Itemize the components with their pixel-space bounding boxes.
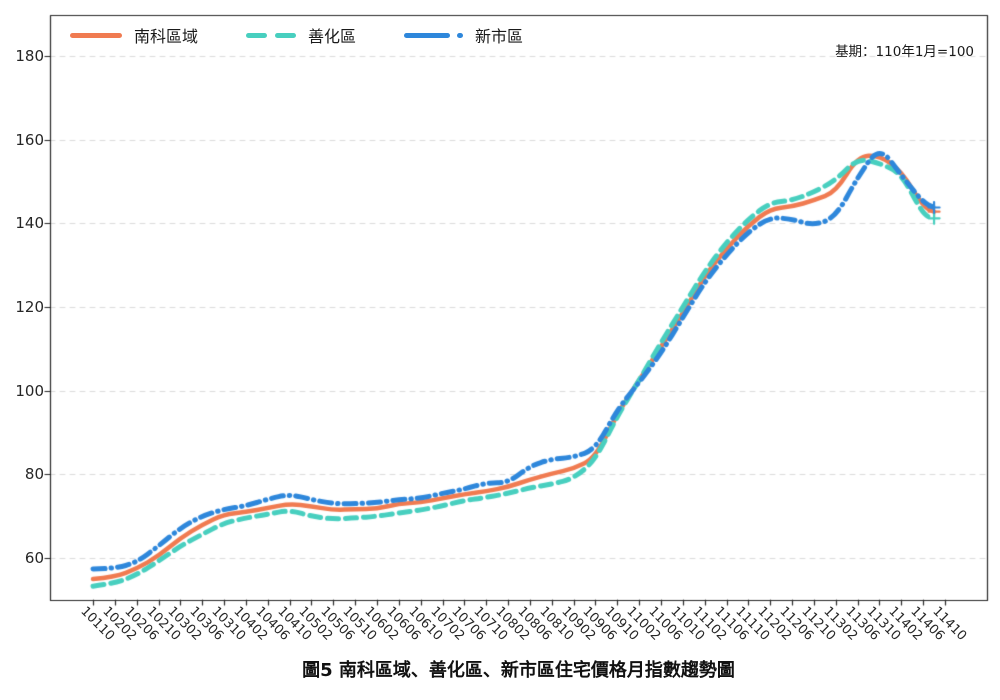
solid-line-swatch-icon (70, 32, 122, 38)
dashdot-line-swatch-icon (404, 32, 464, 38)
y-tick-label: 160 (15, 130, 44, 149)
legend-item-nanke: 南科區域 (70, 23, 198, 47)
legend-item-shanhua: 善化區 (246, 23, 356, 47)
y-tick-label: 60 (24, 549, 44, 568)
y-tick-label: 180 (15, 47, 44, 65)
y-tick-label: 140 (15, 214, 44, 233)
legend-label: 新市區 (475, 27, 524, 46)
y-tick-label: 120 (15, 298, 44, 317)
base-period-note: 基期：110年1月=100 (835, 44, 974, 60)
legend-label: 善化區 (308, 27, 357, 46)
chart-legend: 南科區域 善化區 新市區 (70, 22, 571, 48)
legend-item-xinshi: 新市區 (404, 23, 523, 47)
chart-title: 圖5 南科區域、善化區、新市區住宅價格月指數趨勢圖 (302, 660, 735, 681)
dashed-line-swatch-icon (246, 32, 297, 38)
y-tick-label: 100 (15, 381, 44, 400)
legend-label: 南科區域 (134, 27, 199, 46)
y-tick-label: 80 (24, 465, 44, 484)
